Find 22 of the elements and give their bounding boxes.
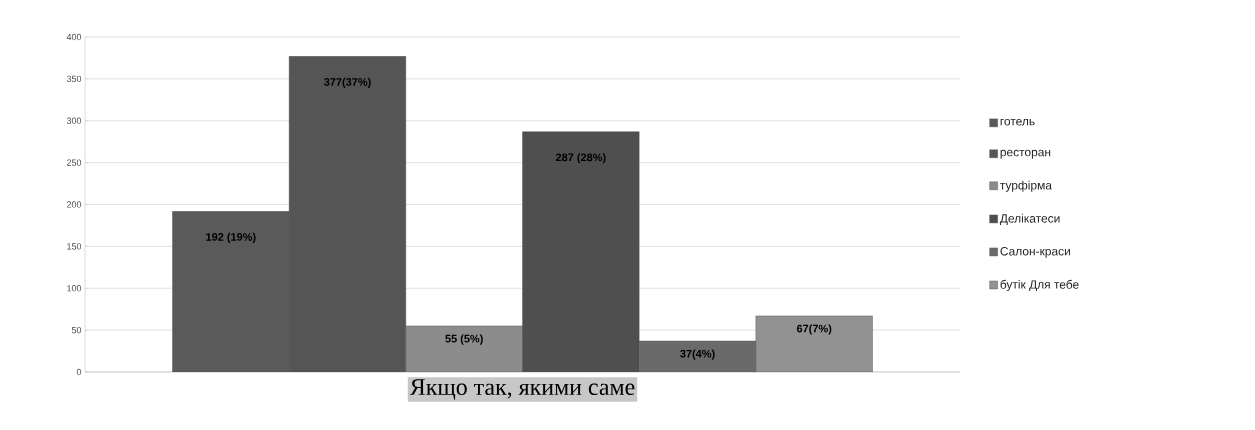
y-tick-label: 250 — [66, 159, 82, 166]
legend-label: бутік Для тебе — [1000, 279, 1079, 292]
data-label: 37(4%) — [680, 349, 715, 360]
y-tick-label: 300 — [66, 117, 82, 124]
legend-label: турфірма — [1000, 180, 1052, 192]
legend-label: Делікатеси — [999, 213, 1060, 225]
y-tick-label: 400 — [66, 33, 82, 41]
data-label: 55 (5%) — [445, 334, 483, 345]
x-axis-title: Якщо так, якими саме — [409, 379, 635, 400]
y-tick-label: 200 — [66, 201, 82, 208]
data-label: 67(7%) — [796, 324, 832, 335]
y-tick-label: 150 — [67, 243, 82, 250]
data-label: 192 (19%) — [206, 232, 256, 243]
data-label: 377(37%) — [323, 77, 371, 88]
data-label: 287 (28%) — [555, 153, 606, 164]
legend-label: готель — [1000, 118, 1035, 126]
legend-label: Салон-краси — [1000, 247, 1070, 258]
y-tick-label: 350 — [66, 75, 82, 83]
legend-label: ресторан — [1000, 149, 1051, 159]
y-tick-label: 50 — [71, 326, 82, 334]
y-tick-label: 100 — [67, 285, 82, 292]
y-tick-label: 0 — [76, 368, 82, 376]
